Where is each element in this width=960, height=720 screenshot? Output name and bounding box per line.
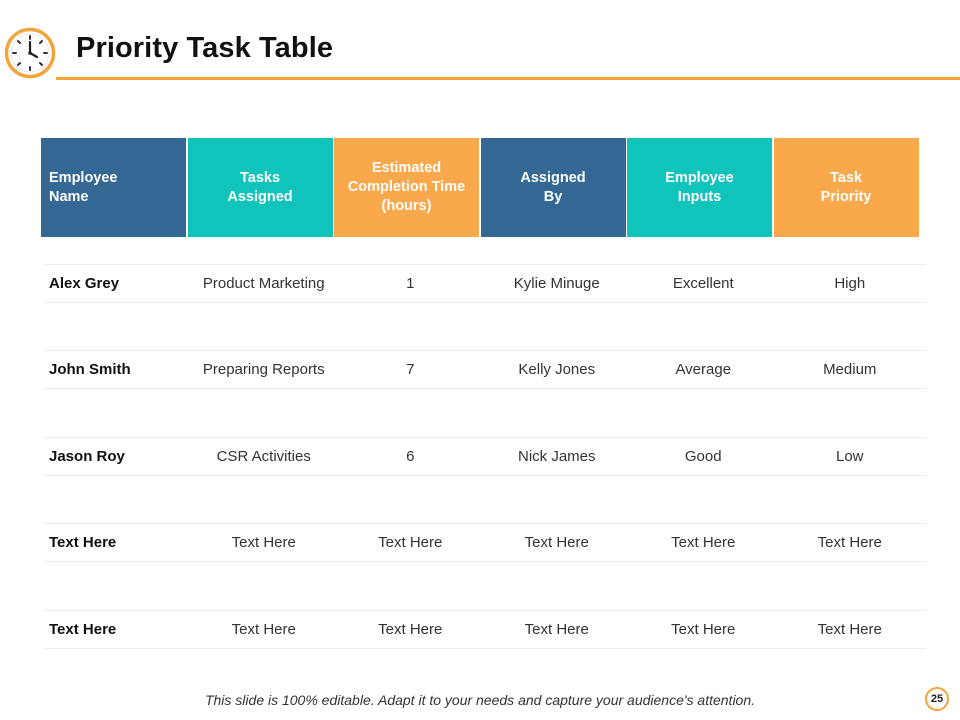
page-number-badge: 25 [925,687,949,711]
table-row: John Smith Preparing Reports 7 Kelly Jon… [44,350,926,389]
header-employee-name: Employee Name [41,138,186,237]
cell-assigned-by: Kylie Minuge [513,275,600,292]
cell-task-priority: Low [835,448,864,465]
page-title: Priority Task Table [76,32,334,64]
table-row: Text Here Text Here Text Here Text Here … [44,523,926,562]
cell-employee-name: Text Here [49,534,117,551]
cell-employee-name: Alex Grey [49,275,120,292]
cell-completion-time: 7 [406,361,415,378]
cell-employee-name: Text Here [49,621,117,638]
cell-completion-time: Text Here [378,534,443,551]
header-estimated-completion-time: Estimated Completion Time (hours) [334,138,479,237]
cell-employee-inputs: Excellent [672,275,734,292]
cell-tasks-assigned: Text Here [231,621,296,638]
cell-task-priority: Text Here [817,621,882,638]
cell-employee-inputs: Text Here [671,534,736,551]
table-row: Jason Roy CSR Activities 6 Nick James Go… [44,437,926,476]
header-assigned-by: Assigned By [480,138,626,237]
cell-task-priority: Text Here [817,534,882,551]
cell-tasks-assigned: CSR Activities [216,448,311,465]
clock-icon [4,27,56,79]
cell-employee-name: Jason Roy [49,448,125,465]
cell-completion-time: Text Here [378,621,443,638]
cell-assigned-by: Text Here [524,534,589,551]
priority-task-table: Employee Name Tasks Assigned Estimated C… [41,138,926,649]
table-row: Text Here Text Here Text Here Text Here … [44,610,926,649]
cell-employee-inputs: Average [675,361,732,378]
footer-note: This slide is 100% editable. Adapt it to… [204,692,756,708]
cell-tasks-assigned: Text Here [231,534,296,551]
cell-assigned-by: Text Here [524,621,589,638]
header-task-priority: Task Priority [773,138,919,237]
cell-tasks-assigned: Preparing Reports [202,361,325,378]
cell-task-priority: Medium [823,361,877,378]
cell-employee-inputs: Text Here [671,621,736,638]
table-header-row: Employee Name Tasks Assigned Estimated C… [41,138,926,237]
header-tasks-assigned: Tasks Assigned [187,138,333,237]
table-row: Alex Grey Product Marketing 1 Kylie Minu… [44,264,926,303]
title-divider [56,77,960,80]
cell-assigned-by: Kelly Jones [518,361,596,378]
cell-completion-time: 1 [406,275,415,292]
cell-employee-name: John Smith [49,361,131,378]
cell-employee-inputs: Good [684,448,722,465]
cell-assigned-by: Nick James [517,448,596,465]
header-employee-inputs: Employee Inputs [627,138,772,237]
cell-completion-time: 6 [406,448,415,465]
cell-task-priority: High [834,275,866,292]
cell-tasks-assigned: Product Marketing [202,275,325,292]
